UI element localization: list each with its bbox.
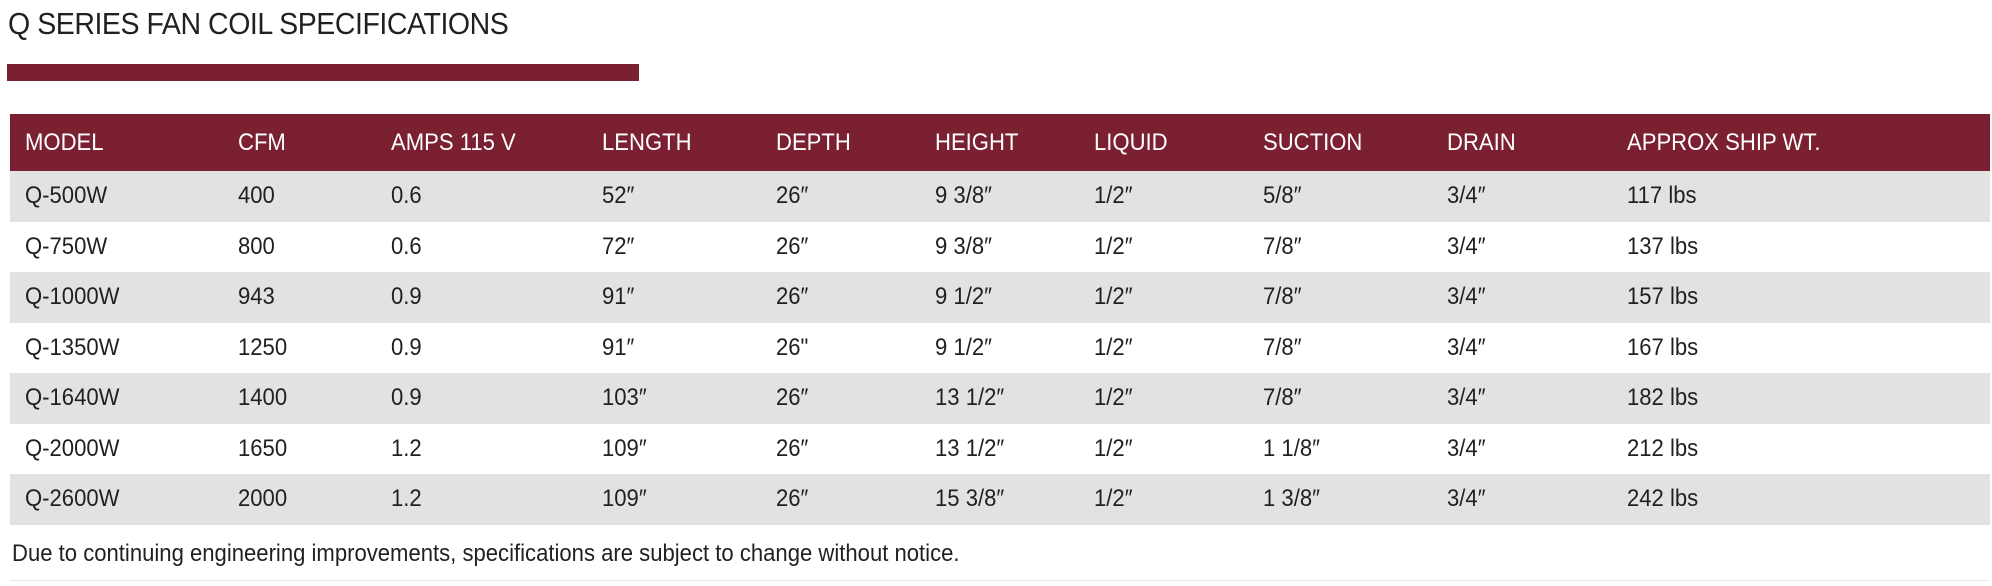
- table-cell: 3/4″: [1447, 384, 1486, 412]
- table-cell: 9 1/2″: [935, 283, 992, 311]
- column-header: SUCTION: [1263, 128, 1363, 156]
- table-cell: 1250: [238, 333, 288, 361]
- table-cell: 9 1/2″: [935, 333, 992, 361]
- column-header: AMPS 115 V: [391, 128, 516, 156]
- table-cell: 157 lbs: [1627, 283, 1699, 311]
- table-cell: 2000: [238, 485, 288, 513]
- table-cell: 212 lbs: [1627, 434, 1699, 462]
- table-cell: 15 3/8″: [935, 485, 1005, 513]
- column-header: CFM: [238, 128, 286, 156]
- table-row: Q-1350W 1250 0.9 91″ 26" 9 1/2″ 1/2″ 7/8″ 3/4″ 16…: [10, 323, 1990, 374]
- table-cell: 72″: [602, 232, 635, 260]
- spec-table: MODEL CFM AMPS 115 V LENGTH DEPTH HEIGHT LIQUI…: [10, 114, 1990, 525]
- column-header: MODEL: [25, 128, 104, 156]
- column-header: LIQUID: [1094, 128, 1168, 156]
- table-cell: 242 lbs: [1627, 485, 1699, 513]
- footnote-row: Due to continuing engineering improvemen…: [10, 528, 1988, 581]
- table-cell: 7/8″: [1263, 283, 1302, 311]
- table-cell: 109″: [602, 434, 647, 462]
- table-header: MODEL CFM AMPS 115 V LENGTH DEPTH HEIGHT LIQUI…: [10, 114, 1990, 171]
- table-cell: 1 3/8″: [1263, 485, 1320, 513]
- table-cell: 7/8″: [1263, 232, 1302, 260]
- table-cell: 26″: [776, 182, 809, 210]
- table-cell: 0.9: [391, 283, 422, 311]
- column-header: APPROX SHIP WT.: [1627, 128, 1821, 156]
- table-cell: 26″: [776, 232, 809, 260]
- table-row: Q-2000W 1650 1.2 109″ 26″ 13 1/2″ 1/2″ 1 1/8″ 3/…: [10, 424, 1990, 475]
- table-cell: 26": [776, 333, 809, 361]
- table-cell: 137 lbs: [1627, 232, 1699, 260]
- table-row: Q-500W 400 0.6 52″ 26″ 9 3/8″ 1/2″ 5/8″ 3/4″ 117 …: [10, 171, 1990, 222]
- table-cell: 0.9: [391, 384, 422, 412]
- table-row: Q-1640W 1400 0.9 103″ 26″ 13 1/2″ 1/2″ 7/8″ 3/4″…: [10, 373, 1990, 424]
- table-cell: 1.2: [391, 485, 422, 513]
- table-cell: Q-2600W: [25, 485, 120, 513]
- table-cell: 91″: [602, 283, 635, 311]
- table-cell: 800: [238, 232, 275, 260]
- table-cell: 3/4″: [1447, 182, 1486, 210]
- table-cell: 52″: [602, 182, 635, 210]
- table-cell: 26″: [776, 384, 809, 412]
- table-cell: 400: [238, 182, 275, 210]
- table-cell: 1/2″: [1094, 384, 1133, 412]
- table-row: Q-1000W 943 0.9 91″ 26″ 9 1/2″ 1/2″ 7/8″ 3/4″ 157…: [10, 272, 1990, 323]
- title-underline-bar: [7, 64, 639, 81]
- table-cell: 103″: [602, 384, 647, 412]
- table-cell: 3/4″: [1447, 232, 1486, 260]
- table-cell: Q-1350W: [25, 333, 120, 361]
- column-header: DEPTH: [776, 128, 851, 156]
- column-header: LENGTH: [602, 128, 692, 156]
- table-cell: 5/8″: [1263, 182, 1302, 210]
- table-cell: 3/4″: [1447, 485, 1486, 513]
- table-cell: 26″: [776, 485, 809, 513]
- table-cell: 1 1/8″: [1263, 434, 1320, 462]
- table-cell: Q-750W: [25, 232, 108, 260]
- table-cell: 9 3/8″: [935, 232, 992, 260]
- table-cell: 26″: [776, 434, 809, 462]
- table-cell: 167 lbs: [1627, 333, 1699, 361]
- table-cell: 1/2″: [1094, 434, 1133, 462]
- table-cell: 13 1/2″: [935, 384, 1005, 412]
- table-cell: 1.2: [391, 434, 422, 462]
- column-header: DRAIN: [1447, 128, 1516, 156]
- table-cell: 3/4″: [1447, 333, 1486, 361]
- table-cell: 1/2″: [1094, 232, 1133, 260]
- table-cell: Q-1000W: [25, 283, 120, 311]
- table-cell: 3/4″: [1447, 434, 1486, 462]
- table-cell: 7/8″: [1263, 384, 1302, 412]
- table-cell: 117 lbs: [1627, 182, 1697, 210]
- table-cell: 3/4″: [1447, 283, 1486, 311]
- table-cell: 109″: [602, 485, 647, 513]
- table-cell: Q-2000W: [25, 434, 120, 462]
- table-row: Q-750W 800 0.6 72″ 26″ 9 3/8″ 1/2″ 7/8″ 3/4″ 137 …: [10, 222, 1990, 273]
- table-cell: 13 1/2″: [935, 434, 1005, 462]
- table-cell: 0.6: [391, 182, 422, 210]
- table-cell: 1/2″: [1094, 333, 1133, 361]
- table-cell: Q-500W: [25, 182, 108, 210]
- page-title: Q SERIES FAN COIL SPECIFICATIONS: [8, 6, 509, 41]
- table-cell: 0.6: [391, 232, 422, 260]
- table-cell: 1/2″: [1094, 283, 1133, 311]
- table-row: Q-2600W 2000 1.2 109″ 26″ 15 3/8″ 1/2″ 1 3/8″ 3/…: [10, 474, 1990, 525]
- table-cell: 1/2″: [1094, 182, 1133, 210]
- footnote: Due to continuing engineering improvemen…: [12, 540, 960, 567]
- table-cell: 26″: [776, 283, 809, 311]
- table-cell: Q-1640W: [25, 384, 120, 412]
- table-cell: 9 3/8″: [935, 182, 992, 210]
- table-cell: 182 lbs: [1627, 384, 1699, 412]
- table-cell: 943: [238, 283, 275, 311]
- table-cell: 91″: [602, 333, 635, 361]
- table-cell: 7/8″: [1263, 333, 1302, 361]
- column-header: HEIGHT: [935, 128, 1019, 156]
- table-cell: 1/2″: [1094, 485, 1133, 513]
- table-cell: 0.9: [391, 333, 422, 361]
- table-cell: 1650: [238, 434, 288, 462]
- table-cell: 1400: [238, 384, 288, 412]
